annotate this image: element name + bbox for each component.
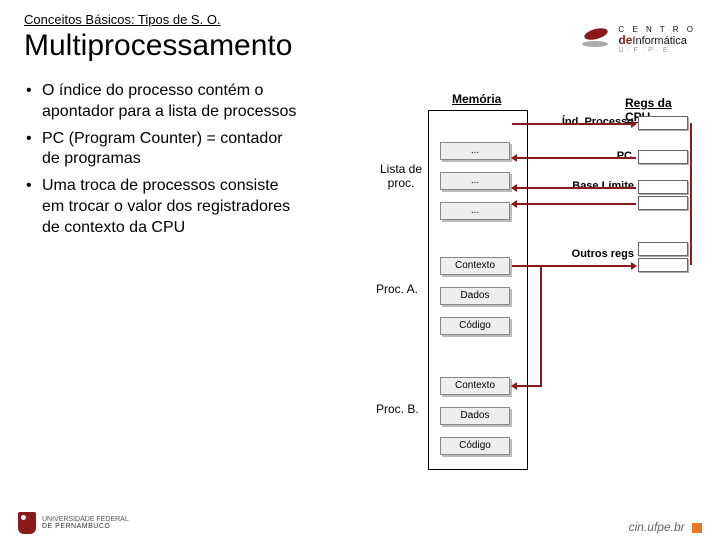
slide-subtitle: Conceitos Básicos: Tipos de S. O. — [24, 12, 696, 27]
reg-box — [638, 196, 688, 210]
proc-a-label: Proc. A. — [376, 282, 418, 296]
logo-line3: U · F · P · E — [618, 47, 696, 54]
footer-right: cin.ufpe.br — [629, 520, 702, 534]
reg-box — [638, 150, 688, 164]
footer-left-line2: DE PERNAMBUCO — [42, 523, 129, 530]
bullet-item: PC (Program Counter) = contador de progr… — [24, 129, 304, 171]
arrow — [540, 265, 542, 385]
logo-de: de — [618, 33, 632, 47]
footer-url: cin.ufpe.br — [629, 520, 685, 534]
reg-label-outros: Outros regs — [556, 248, 634, 260]
arrow — [512, 157, 636, 159]
reg-label-pc: PC — [592, 150, 632, 162]
arrow — [690, 123, 692, 265]
footer-left-logo: UNIVERSIDADE FEDERAL DE PERNAMBUCO — [18, 512, 129, 534]
arrow — [512, 187, 636, 189]
header-logo: C E N T R O deInformática U · F · P · E — [582, 26, 696, 54]
proc-cell-dados: Dados — [440, 407, 510, 425]
reg-box — [638, 116, 688, 130]
arrow — [512, 203, 636, 205]
arrow — [512, 385, 542, 387]
arrow — [512, 123, 636, 125]
memory-diagram: Memória Regs da CPU Lista de proc. ... .… — [320, 92, 700, 492]
list-cell: ... — [440, 142, 510, 160]
list-proc-label: Lista de proc. — [378, 162, 424, 190]
footer-left-line1: UNIVERSIDADE FEDERAL — [42, 516, 129, 523]
proc-cell-codigo: Código — [440, 317, 510, 335]
list-cell: ... — [440, 202, 510, 220]
reg-box — [638, 242, 688, 256]
bullet-list: O índice do processo contém o apontador … — [24, 81, 304, 245]
reg-box — [638, 180, 688, 194]
logo-swoosh-icon — [582, 27, 612, 53]
reg-label-ind: Índ. Processo — [552, 116, 634, 128]
ufpe-shield-icon — [18, 512, 36, 534]
proc-cell-contexto: Contexto — [440, 377, 510, 395]
orange-square-icon — [692, 523, 702, 533]
memory-label: Memória — [452, 92, 501, 106]
proc-cell-dados: Dados — [440, 287, 510, 305]
proc-cell-codigo: Código — [440, 437, 510, 455]
reg-box — [638, 258, 688, 272]
footer: UNIVERSIDADE FEDERAL DE PERNAMBUCO cin.u… — [0, 512, 720, 534]
bullet-item: Uma troca de processos consiste em troca… — [24, 176, 304, 238]
logo-line2: Informática — [632, 35, 686, 47]
list-proc-text: Lista de proc. — [380, 162, 422, 190]
bullet-item: O índice do processo contém o apontador … — [24, 81, 304, 123]
proc-b-label: Proc. B. — [376, 402, 419, 416]
arrow — [512, 265, 636, 267]
list-cell: ... — [440, 172, 510, 190]
proc-cell-contexto: Contexto — [440, 257, 510, 275]
